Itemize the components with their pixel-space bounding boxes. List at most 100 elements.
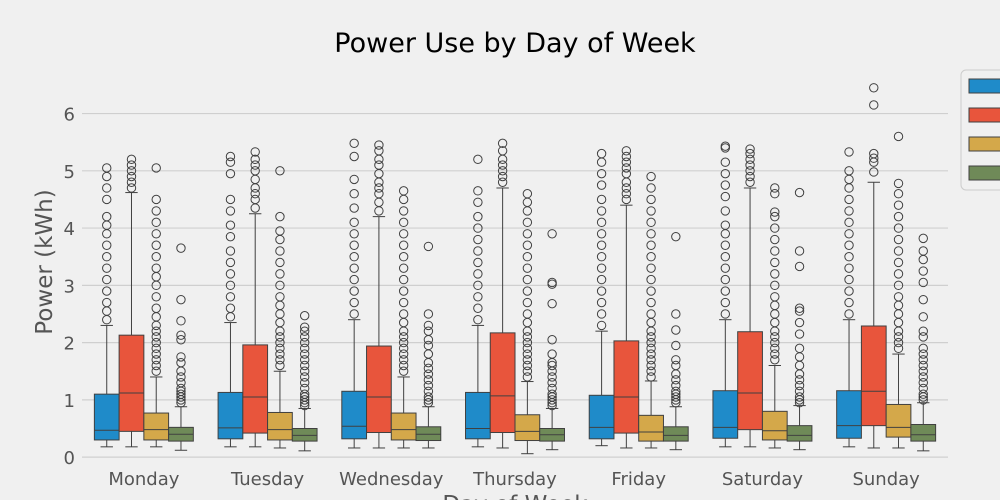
outlier-point [522, 360, 533, 371]
outlier-point [151, 360, 161, 371]
outlier-point [473, 292, 483, 302]
outlier-point [151, 240, 161, 250]
outlier-point [398, 217, 409, 228]
iqr-box [910, 423, 937, 442]
iqr-box [341, 390, 368, 440]
outlier-point [398, 326, 409, 336]
outlier-point [151, 206, 161, 216]
outlier-point [522, 206, 533, 216]
outlier-point [275, 360, 285, 371]
outlier-point [225, 312, 236, 322]
outlier-point [918, 246, 928, 256]
outlier-point [176, 377, 186, 388]
outlier-point [720, 141, 731, 151]
iqr-box [638, 414, 664, 442]
outlier-point [176, 366, 186, 376]
outlier-point [671, 309, 681, 319]
outlier-point [918, 277, 928, 288]
outlier-point [918, 349, 928, 359]
outlier-point [646, 326, 656, 336]
outlier-point [671, 375, 681, 385]
iqr-box [613, 340, 640, 434]
outlier-point [151, 272, 161, 282]
outlier-point [869, 148, 879, 159]
outlier-point [374, 154, 384, 165]
outlier-point [398, 343, 409, 354]
outlier-point [671, 340, 681, 351]
outlier-point [151, 252, 161, 262]
outlier-point [349, 286, 359, 296]
outlier-point [893, 280, 904, 291]
legend-swatch [968, 136, 1000, 152]
outlier-point [794, 398, 805, 408]
outlier-point [646, 274, 656, 285]
box-group [539, 229, 565, 451]
outlier-point [473, 197, 483, 208]
outlier-point [646, 286, 656, 296]
outlier-point [250, 189, 260, 199]
outlier-point [844, 194, 854, 205]
outlier-point [547, 372, 557, 382]
outlier-point [547, 335, 557, 345]
outlier-point [794, 380, 805, 391]
outlier-point [522, 309, 533, 319]
outlier-point [225, 292, 236, 302]
outlier-point [720, 297, 731, 308]
outlier-point [299, 383, 310, 394]
x-tick-label: Saturday [722, 469, 803, 490]
outlier-point [720, 274, 731, 285]
outlier-point [102, 286, 112, 296]
outlier-point [918, 395, 928, 405]
outlier-point [621, 146, 632, 156]
box-group [514, 189, 541, 455]
outlier-point [423, 349, 434, 359]
outlier-point [596, 320, 607, 331]
outlier-point [349, 229, 359, 239]
outlier-point [374, 189, 384, 199]
outlier-point [646, 332, 656, 342]
x-axis-label: Day of Week [442, 492, 588, 500]
box-group [366, 140, 392, 449]
outlier-point [770, 211, 780, 222]
outlier-point [646, 263, 656, 273]
boxplot-marks [93, 83, 937, 455]
outlier-point [770, 332, 780, 342]
y-axis-label: Power (kWh) [32, 189, 58, 334]
outlier-point [770, 292, 780, 302]
outlier-point [102, 263, 112, 273]
outlier-point [869, 100, 879, 110]
outlier-point [250, 194, 260, 205]
outlier-point [770, 355, 780, 365]
outlier-point [893, 292, 904, 302]
outlier-point [646, 240, 656, 250]
outlier-point [596, 194, 607, 205]
outlier-point [126, 160, 137, 170]
outlier-point [770, 207, 780, 217]
x-tick-label: Sunday [852, 469, 920, 490]
outlier-point [893, 257, 904, 268]
outlier-point [720, 240, 731, 250]
y-tick-label: 1 [64, 391, 75, 412]
outlier-point [720, 180, 731, 190]
outlier-point [250, 174, 260, 185]
outlier-point [918, 372, 928, 382]
outlier-point [596, 309, 607, 319]
outlier-point [522, 252, 533, 262]
outlier-point [126, 171, 137, 182]
outlier-point [225, 246, 236, 256]
box-group [267, 166, 293, 449]
outlier-point [299, 360, 310, 371]
outlier-point [275, 166, 285, 176]
box-group [291, 310, 318, 452]
outlier-point [621, 163, 632, 173]
outlier-point [770, 280, 780, 291]
outlier-point [374, 140, 384, 150]
outlier-point [275, 326, 285, 336]
outlier-point [151, 332, 161, 342]
outlier-point [918, 355, 928, 365]
outlier-point [497, 171, 508, 182]
outlier-point [126, 183, 137, 193]
outlier-point [473, 246, 483, 256]
outlier-point [621, 183, 632, 193]
